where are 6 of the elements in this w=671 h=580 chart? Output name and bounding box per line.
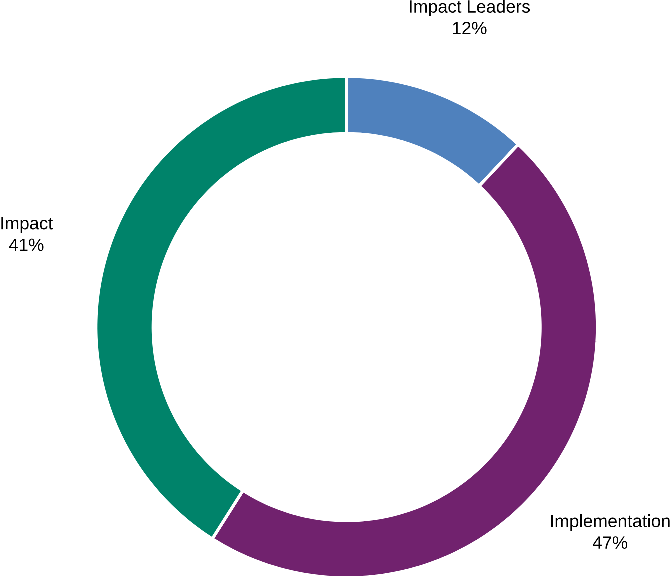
data-label: 41%: [9, 239, 44, 252]
slice-label: Implementation: [551, 514, 670, 532]
data-label: 12%: [453, 22, 487, 35]
slice-label: Impact: [2, 218, 54, 234]
data-label: 47%: [593, 536, 628, 550]
slice-label: Impact Leaders: [410, 0, 530, 17]
